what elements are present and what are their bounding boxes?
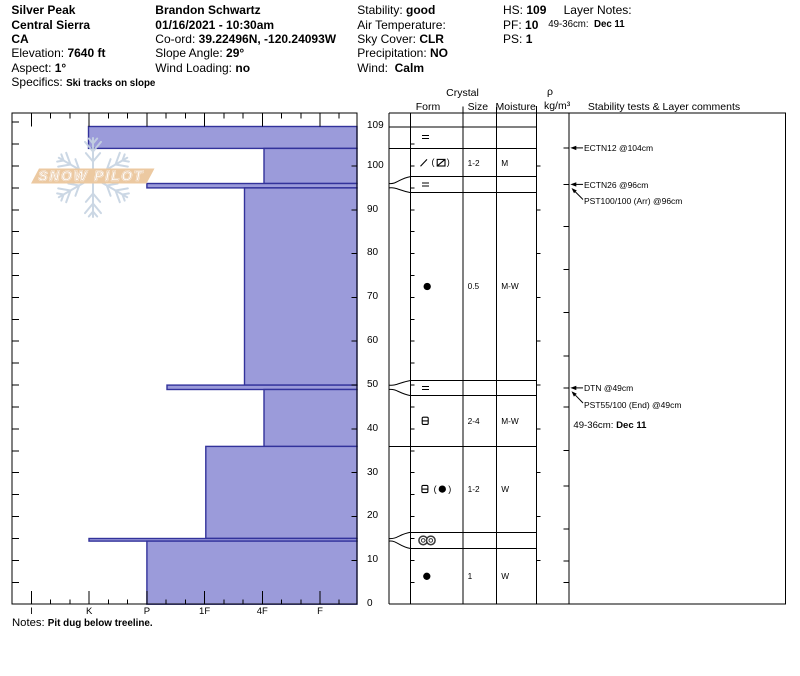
svg-text:SNOW PILOT: SNOW PILOT: [39, 169, 145, 184]
svg-text:SNOW PILOT: SNOW PILOT: [39, 169, 145, 184]
